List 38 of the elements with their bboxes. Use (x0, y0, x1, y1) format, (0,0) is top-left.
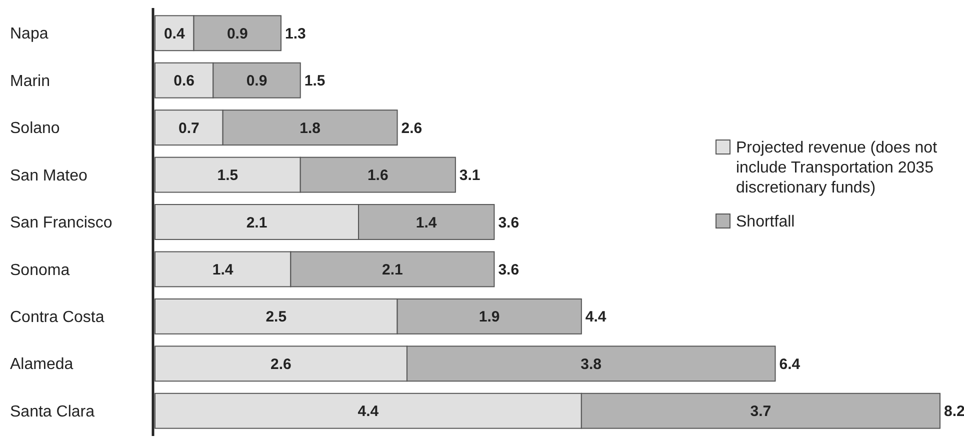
data-label: 1.4 (416, 214, 438, 232)
y-tick-label: San Francisco (10, 214, 112, 232)
total-label: 3.6 (498, 261, 520, 278)
data-label: 2.5 (266, 308, 287, 326)
y-tick-label: Napa (10, 26, 48, 43)
total-label: 1.3 (284, 25, 306, 42)
total-label: 6.4 (779, 356, 801, 373)
data-label: 2.1 (246, 214, 268, 232)
data-label: 0.6 (174, 72, 195, 90)
data-label: 3.8 (580, 356, 602, 373)
total-label: 1.5 (304, 72, 326, 90)
total-label: 2.6 (401, 120, 422, 137)
y-tick-label: Santa Clara (10, 403, 95, 420)
data-label: 2.6 (270, 356, 292, 373)
total-label: 3.1 (459, 167, 480, 184)
data-label: 1.6 (367, 167, 388, 184)
y-tick-label: Contra Costa (10, 309, 104, 326)
data-label: 1.8 (300, 120, 320, 137)
y-tick-label: San Mateo (10, 167, 88, 184)
total-label: 4.4 (585, 308, 607, 326)
data-label: 1.5 (217, 167, 238, 184)
y-tick-label: Sonoma (10, 262, 70, 279)
data-label: 3.7 (750, 403, 772, 420)
data-label: 0.4 (164, 25, 186, 42)
data-label: 0.9 (246, 72, 268, 90)
y-tick-label: Alameda (10, 356, 74, 374)
data-label: 1.4 (212, 261, 234, 278)
total-label: 8.2 (944, 403, 964, 420)
y-tick-label: Solano (10, 120, 60, 138)
data-label: 0.9 (226, 25, 248, 42)
legend-label: Projected revenue (does not include Transportation 2035 discretionary funds) (736, 140, 938, 197)
y-tick-label: Marin (10, 72, 50, 90)
total-label: 3.6 (498, 214, 520, 232)
data-label: 1.9 (478, 308, 500, 326)
data-label: 0.7 (178, 120, 200, 137)
data-label: 4.4 (358, 403, 380, 420)
data-label: 2.1 (382, 261, 403, 278)
legend-label: Shortfall (736, 214, 795, 231)
